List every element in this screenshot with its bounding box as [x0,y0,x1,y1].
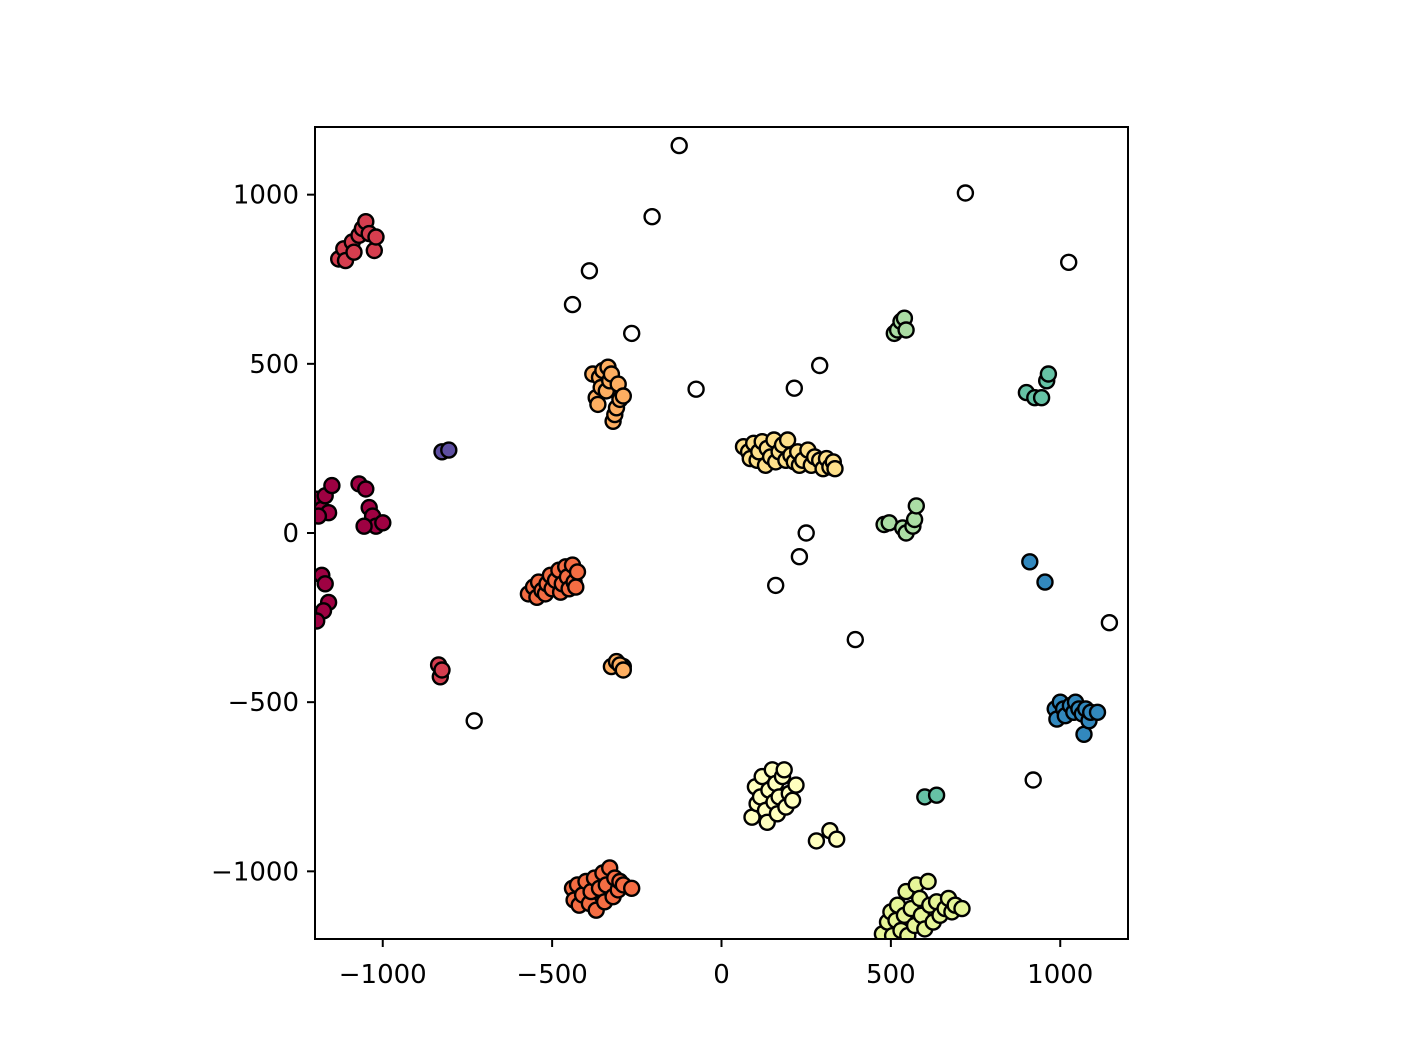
scatter-point [1059,253,1078,271]
x-tick-label: 500 [866,960,916,990]
y-axis: −1000 −500 0 500 1000 [211,181,315,887]
scatter-point [316,575,334,593]
scatter-point [826,460,844,478]
scatter-point [775,761,793,779]
scatter-point [1100,614,1119,632]
y-tick-label: 500 [249,350,299,380]
scatter-point [614,661,632,679]
scatter-point [614,387,632,405]
scatter-point [828,830,846,848]
points-layer [315,136,1119,939]
scatter-point [323,476,341,495]
y-tick-label: −1000 [211,857,299,887]
scatter-point [797,524,815,542]
scatter-point [440,441,458,459]
scatter-point [465,712,483,730]
y-tick-label: −500 [228,688,299,718]
scatter-point [345,243,363,261]
scatter-point [357,480,375,498]
scatter-point [315,612,326,630]
x-tick-label: −500 [516,960,587,990]
scatter-point [811,356,829,375]
scatter-point [1088,703,1107,721]
scatter-point [623,879,641,897]
scatter-point [1024,771,1042,789]
scatter-point [1032,389,1051,407]
scatter-point [919,872,937,891]
scatter-point [580,262,599,280]
scatter-point [846,630,864,649]
scatter-point [790,548,809,566]
scatter-point [367,228,385,246]
scatter-point [433,661,451,679]
plot-background [315,127,1128,939]
x-axis: −1000 −500 0 500 1000 [339,939,1093,990]
scatter-point [374,514,392,532]
scatter-point [787,776,805,794]
scatter-point [1036,573,1054,591]
y-tick-label: 0 [282,519,299,549]
scatter-point [907,497,925,515]
scatter-point [897,321,915,339]
scatter-point [807,832,826,850]
y-tick-label: 1000 [233,181,299,211]
scatter-point [783,791,802,809]
scatter-point [563,295,582,314]
scatter-point [567,578,585,596]
scatter-point [670,136,688,155]
scatter-point [767,576,785,595]
x-tick-label: −1000 [339,960,427,990]
scatter-point [643,207,661,226]
scatter-point [355,517,373,535]
scatter-point [589,395,607,414]
scatter-point [953,899,971,918]
scatter-point [956,184,975,202]
scatter-point [623,324,641,343]
scatter-point [927,786,946,804]
x-tick-label: 1000 [1027,960,1093,990]
scatter-point [687,380,705,398]
scatter-point [1039,365,1058,383]
scatter-point [315,507,328,525]
x-tick-label: 0 [713,960,730,990]
scatter-point [568,563,587,581]
scatter-point [785,379,803,397]
scatter-point [1021,553,1039,571]
